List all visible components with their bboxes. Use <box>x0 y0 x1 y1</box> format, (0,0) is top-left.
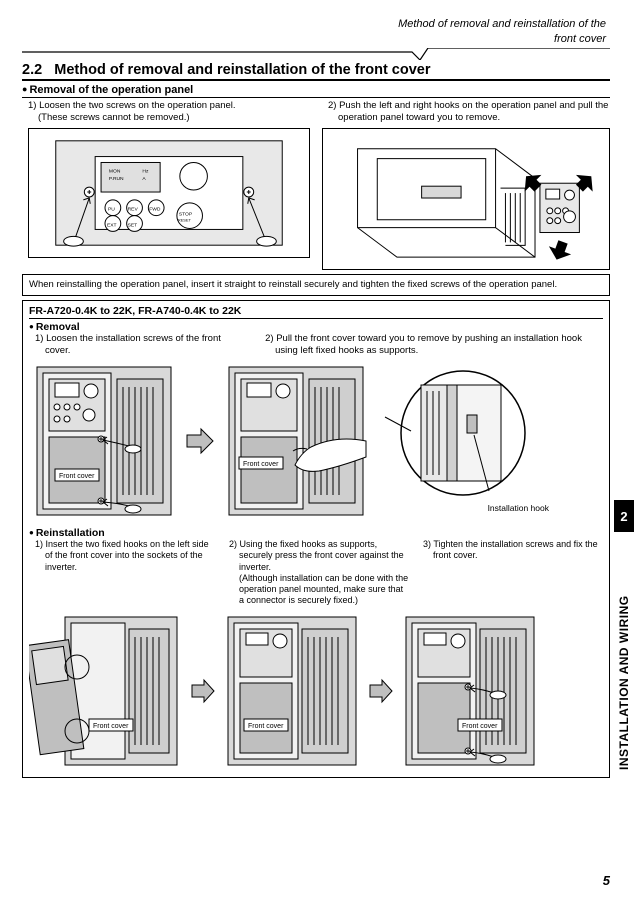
svg-text:P.RUN: P.RUN <box>109 176 124 182</box>
arrow-icon <box>185 427 215 455</box>
chapter-label: INSTALLATION AND WIRING <box>614 540 634 770</box>
removal2-step2: 2) Pull the front cover toward you to re… <box>265 333 603 357</box>
arrow-icon <box>190 678 216 704</box>
chapter-tab: 2 <box>614 500 634 532</box>
svg-text:Front cover: Front cover <box>248 723 284 730</box>
diagram-reinstall3: Front cover <box>400 611 540 771</box>
reinstall-note: When reinstalling the operation panel, i… <box>22 274 610 296</box>
section-heading: Method of removal and reinstallation of … <box>54 62 430 78</box>
diagram-hook-detail: Installation hook <box>377 361 557 521</box>
reinstallation-heading: Reinstallation <box>29 527 603 539</box>
diagram-panel-screws: MON P.RUN Hz A PU REV FWD EXT SET STOPRE… <box>28 128 310 258</box>
svg-text:Front cover: Front cover <box>462 723 498 730</box>
page-number: 5 <box>603 873 610 888</box>
svg-text:Front cover: Front cover <box>93 723 129 730</box>
diagram-reinstall1: Front cover <box>29 611 184 771</box>
diagram-unit1: Front cover <box>29 361 179 521</box>
svg-text:FWD: FWD <box>149 207 161 213</box>
header-divider <box>22 48 610 60</box>
svg-text:Front cover: Front cover <box>59 473 95 480</box>
svg-text:EXT: EXT <box>107 223 117 229</box>
svg-text:SET: SET <box>128 223 138 229</box>
removal-step1-note: (These screws cannot be removed.) <box>38 112 310 124</box>
section-number: 2.2 <box>22 62 42 78</box>
svg-text:PU: PU <box>108 207 115 213</box>
model-box: FR-A720-0.4K to 22K, FR-A740-0.4K to 22K… <box>22 300 610 777</box>
removal-step1: 1) Loosen the two screws on the operatio… <box>28 100 310 112</box>
re-step2-note: (Although installation can be done with … <box>229 573 409 607</box>
removal-panel-heading: Removal of the operation panel <box>22 84 610 98</box>
removal-step2: 2) Push the left and right hooks on the … <box>328 100 610 124</box>
arrow-icon <box>368 678 394 704</box>
diagram-panel-remove <box>322 128 610 270</box>
svg-text:REV: REV <box>128 207 139 213</box>
removal-heading: Removal <box>29 321 603 333</box>
hook-label: Installation hook <box>488 503 549 513</box>
svg-text:Hz: Hz <box>142 168 149 174</box>
re-step3: 3) Tighten the installation screws and f… <box>423 539 603 562</box>
re-step2: 2) Using the fixed hooks as supports, se… <box>229 539 409 573</box>
diagram-reinstall2: Front cover <box>222 611 362 771</box>
svg-text:Front cover: Front cover <box>243 461 279 468</box>
re-step1: 1) Insert the two fixed hooks on the lef… <box>35 539 215 573</box>
svg-text:MON: MON <box>109 168 121 174</box>
diagram-unit2: Front cover <box>221 361 371 521</box>
section-title: 2.2 Method of removal and reinstallation… <box>22 62 610 81</box>
removal2-step1: 1) Loosen the installation screws of the… <box>35 333 247 357</box>
model-title: FR-A720-0.4K to 22K, FR-A740-0.4K to 22K <box>29 305 603 319</box>
svg-text:RESET: RESET <box>178 218 192 223</box>
running-title-line1: Method of removal and reinstallation of … <box>22 18 610 31</box>
running-title-line2: front cover <box>22 33 610 46</box>
